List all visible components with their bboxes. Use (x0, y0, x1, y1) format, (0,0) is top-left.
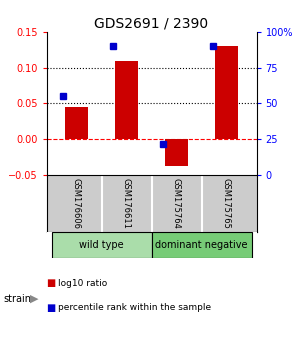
Bar (215, 46, 238, 139)
Text: dominant negative: dominant negative (155, 240, 248, 250)
Text: strain: strain (3, 294, 31, 304)
Bar (152, 232, 251, 258)
Text: log10 ratio: log10 ratio (58, 279, 108, 288)
Text: ▶: ▶ (30, 294, 38, 304)
Bar (65, 107, 88, 139)
Bar (52, 232, 152, 258)
Bar (165, 139, 188, 166)
Text: ■: ■ (46, 278, 56, 288)
Title: GDS2691 / 2390: GDS2691 / 2390 (94, 17, 208, 31)
Text: percentile rank within the sample: percentile rank within the sample (58, 303, 212, 313)
Bar (115, 61, 138, 139)
Text: GSM175765: GSM175765 (222, 178, 231, 229)
Text: wild type: wild type (79, 240, 124, 250)
Text: GSM175764: GSM175764 (172, 178, 181, 229)
Text: GSM176611: GSM176611 (122, 178, 131, 229)
Text: ■: ■ (46, 303, 56, 313)
Text: GSM176606: GSM176606 (72, 178, 81, 229)
